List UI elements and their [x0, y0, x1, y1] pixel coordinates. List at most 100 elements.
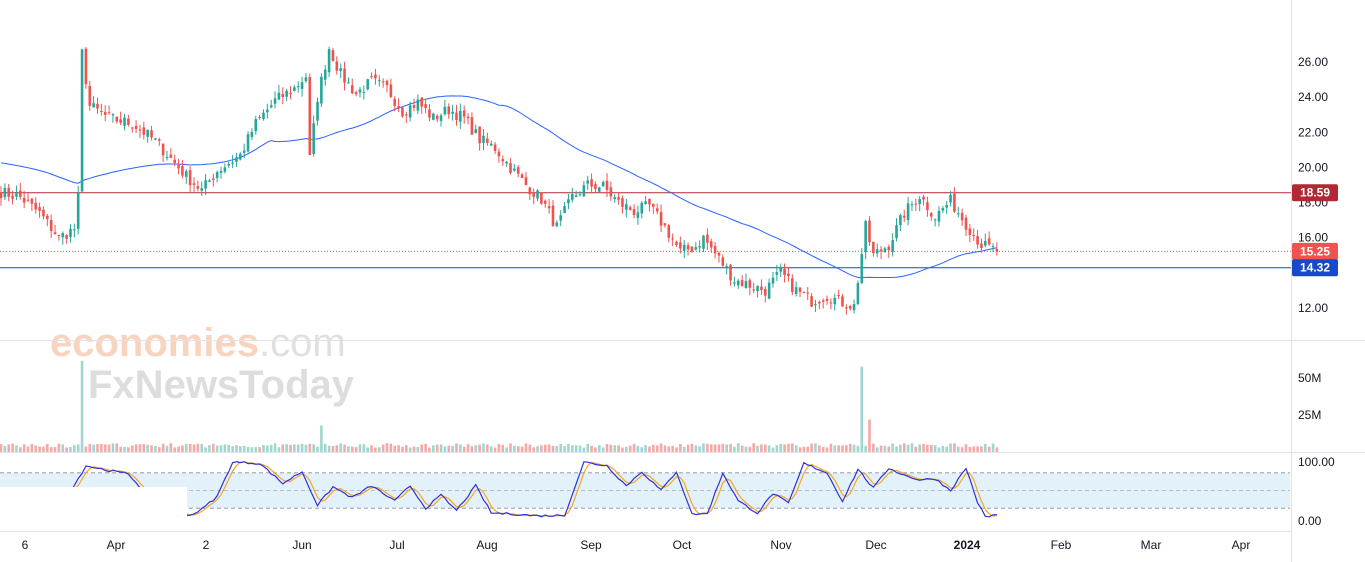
candle: [0, 186, 3, 206]
candle: [972, 228, 976, 241]
watermark-sub: FxNewsToday: [88, 363, 355, 407]
x-tick-label: 2: [203, 538, 210, 552]
candle: [80, 48, 84, 192]
candle: [300, 76, 304, 97]
candle: [401, 106, 404, 118]
volume-bar: [690, 443, 694, 452]
candle: [134, 120, 138, 133]
candle: [285, 88, 288, 101]
volume-bar: [899, 444, 902, 452]
volume-bar: [922, 443, 925, 452]
x-axis: 6 Apr 2 Jun Jul Aug Sep Oct Nov Dec 2024 Feb Mar Apr: [22, 538, 1251, 552]
volume-bar: [107, 444, 111, 452]
volume-bar: [435, 444, 439, 452]
volume-bar: [320, 425, 323, 452]
candle: [138, 124, 142, 138]
candle: [412, 98, 416, 112]
candle: [130, 126, 134, 133]
candle: [254, 115, 258, 135]
volume-bar: [513, 445, 516, 452]
volume-bar: [590, 445, 593, 452]
candle: [22, 190, 26, 209]
volume-bar: [470, 446, 474, 452]
price-tag: 18.59: [1292, 184, 1338, 202]
candle: [184, 169, 188, 184]
volume-bar: [273, 443, 277, 452]
candle: [169, 148, 173, 159]
x-tick-label: Apr: [107, 538, 126, 552]
candle: [393, 96, 397, 112]
volume-bar: [350, 446, 354, 452]
candle: [652, 203, 655, 214]
candle: [964, 214, 968, 237]
volume-bar: [810, 443, 813, 452]
candle: [949, 191, 952, 207]
candle: [771, 271, 775, 288]
candle: [798, 287, 802, 298]
candle: [513, 164, 516, 172]
candle: [420, 97, 424, 114]
price-tags: 18.59 15.25 14.32: [1292, 184, 1338, 277]
candle: [825, 295, 829, 305]
candle: [810, 293, 813, 308]
x-tick-label: Dec: [865, 538, 886, 552]
candle: [551, 200, 555, 228]
volume-bar: [34, 445, 38, 452]
candle: [242, 143, 246, 159]
candle: [926, 196, 929, 217]
svg-text:14.32: 14.32: [1300, 261, 1330, 275]
price-tag: 15.25: [1292, 242, 1338, 260]
candle: [671, 233, 674, 247]
volume-bar: [466, 444, 470, 452]
volume-bar: [814, 443, 817, 452]
volume-bar: [702, 443, 705, 452]
volume-bar: [505, 447, 508, 452]
candle: [891, 233, 894, 257]
volume-bar: [277, 447, 281, 452]
candle: [181, 159, 184, 179]
candle: [111, 113, 115, 123]
volume-bar: [586, 443, 590, 452]
candle: [26, 193, 30, 203]
volume-bar: [659, 443, 663, 452]
candle: [505, 160, 508, 167]
candle: [721, 254, 725, 267]
candle: [918, 196, 921, 212]
volume-bar: [524, 443, 528, 452]
y-tick-label: 24.00: [1298, 90, 1328, 104]
volume-bar: [740, 445, 744, 452]
volume-bar: [393, 445, 397, 452]
candle: [327, 46, 331, 77]
candle: [694, 242, 698, 251]
candle: [119, 111, 122, 126]
candle: [868, 216, 871, 246]
candle: [516, 165, 520, 178]
candle: [439, 113, 443, 127]
volume-bar: [76, 444, 80, 452]
candle: [173, 154, 176, 167]
volume-bar: [300, 443, 304, 452]
candle: [748, 278, 752, 296]
candle: [594, 181, 597, 193]
volume-bar: [648, 446, 651, 452]
candle: [462, 105, 466, 124]
candle: [397, 98, 400, 113]
candle: [555, 220, 559, 228]
volume-bar: [150, 445, 153, 452]
volume-bar: [219, 445, 223, 452]
volume-bar: [771, 447, 775, 452]
candle: [157, 137, 161, 146]
volume-bar: [841, 445, 844, 452]
candle: [763, 286, 767, 303]
candle: [489, 140, 493, 147]
candle: [841, 293, 844, 307]
candle: [528, 186, 532, 200]
volume-bar: [733, 446, 736, 452]
volume-bar: [204, 447, 207, 452]
volume-bar: [416, 447, 420, 452]
volume-bar: [956, 446, 960, 452]
volume-bar: [856, 445, 860, 452]
candle: [605, 173, 609, 198]
candle: [339, 63, 342, 79]
